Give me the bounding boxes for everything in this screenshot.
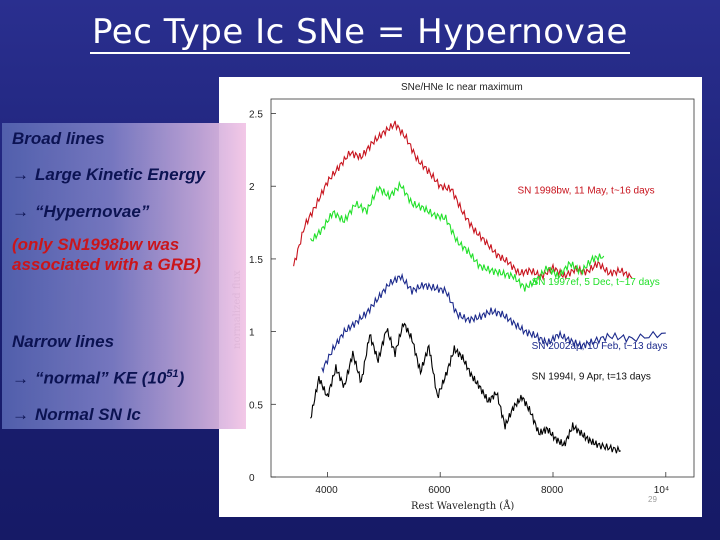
spectra-svg: SNe/HNe Ic near maximum 0 0.5 1 1.5 2 2.5 4000 6… bbox=[232, 82, 695, 512]
x-tick-label: 8000 bbox=[541, 485, 564, 496]
chart-title: SNe/HNe Ic near maximum bbox=[401, 82, 523, 93]
x-tick-label: 6000 bbox=[428, 485, 451, 496]
y-tick-label: 1 bbox=[249, 328, 255, 339]
x-tick-label: 10⁴ bbox=[654, 485, 669, 496]
right-arrow-icon: → bbox=[12, 368, 29, 388]
normal-ke-item: → “normal” KE (1051) bbox=[12, 368, 185, 388]
slide-title: Pec Type Ic SNe = Hypernovae bbox=[90, 12, 630, 54]
broad-lines-label: Broad lines bbox=[12, 129, 105, 148]
series-line bbox=[293, 120, 633, 281]
series-line bbox=[321, 272, 666, 374]
hypernovae-item: → “Hypernovae” bbox=[12, 202, 150, 221]
right-arrow-icon: → bbox=[12, 202, 29, 221]
series-line bbox=[310, 322, 621, 454]
plot-frame bbox=[270, 98, 695, 478]
grb-note-line2: associated with a GRB) bbox=[12, 255, 201, 274]
spectra-chart: SNe/HNe Ic near maximum 0 0.5 1 1.5 2 2.5 4000 6… bbox=[219, 77, 702, 517]
page-number: 29 bbox=[648, 495, 657, 504]
series-label: SN 2002ap, 10 Feb, t~13 days bbox=[532, 341, 668, 352]
y-tick-label: 0 bbox=[249, 473, 255, 484]
right-arrow-icon: → bbox=[12, 405, 29, 424]
kinetic-energy-item: → Large Kinetic Energy bbox=[12, 165, 206, 184]
normal-sn-ic-item: → Normal SN Ic bbox=[12, 405, 141, 424]
right-arrow-icon: → bbox=[12, 165, 29, 184]
y-tick-label: 1.5 bbox=[249, 255, 263, 266]
annotation-box: Broad lines → Large Kinetic Energy → “Hype… bbox=[2, 123, 246, 429]
series-label: SN 1997ef, 5 Dec, t~17 days bbox=[532, 277, 660, 288]
series-line bbox=[310, 180, 605, 292]
series-label: SN 1994I, 9 Apr, t=13 days bbox=[532, 372, 651, 383]
x-axis-label: Rest Wavelength (Å) bbox=[411, 500, 514, 512]
narrow-lines-label: Narrow lines bbox=[12, 332, 115, 351]
grb-note-line1: (only SN1998bw was bbox=[12, 235, 180, 254]
y-tick-label: 0.5 bbox=[249, 400, 263, 411]
y-tick-label: 2.5 bbox=[249, 110, 263, 121]
x-tick-label: 4000 bbox=[315, 485, 338, 496]
y-tick-label: 2 bbox=[249, 182, 255, 193]
series-label: SN 1998bw, 11 May, t~16 days bbox=[517, 186, 654, 197]
